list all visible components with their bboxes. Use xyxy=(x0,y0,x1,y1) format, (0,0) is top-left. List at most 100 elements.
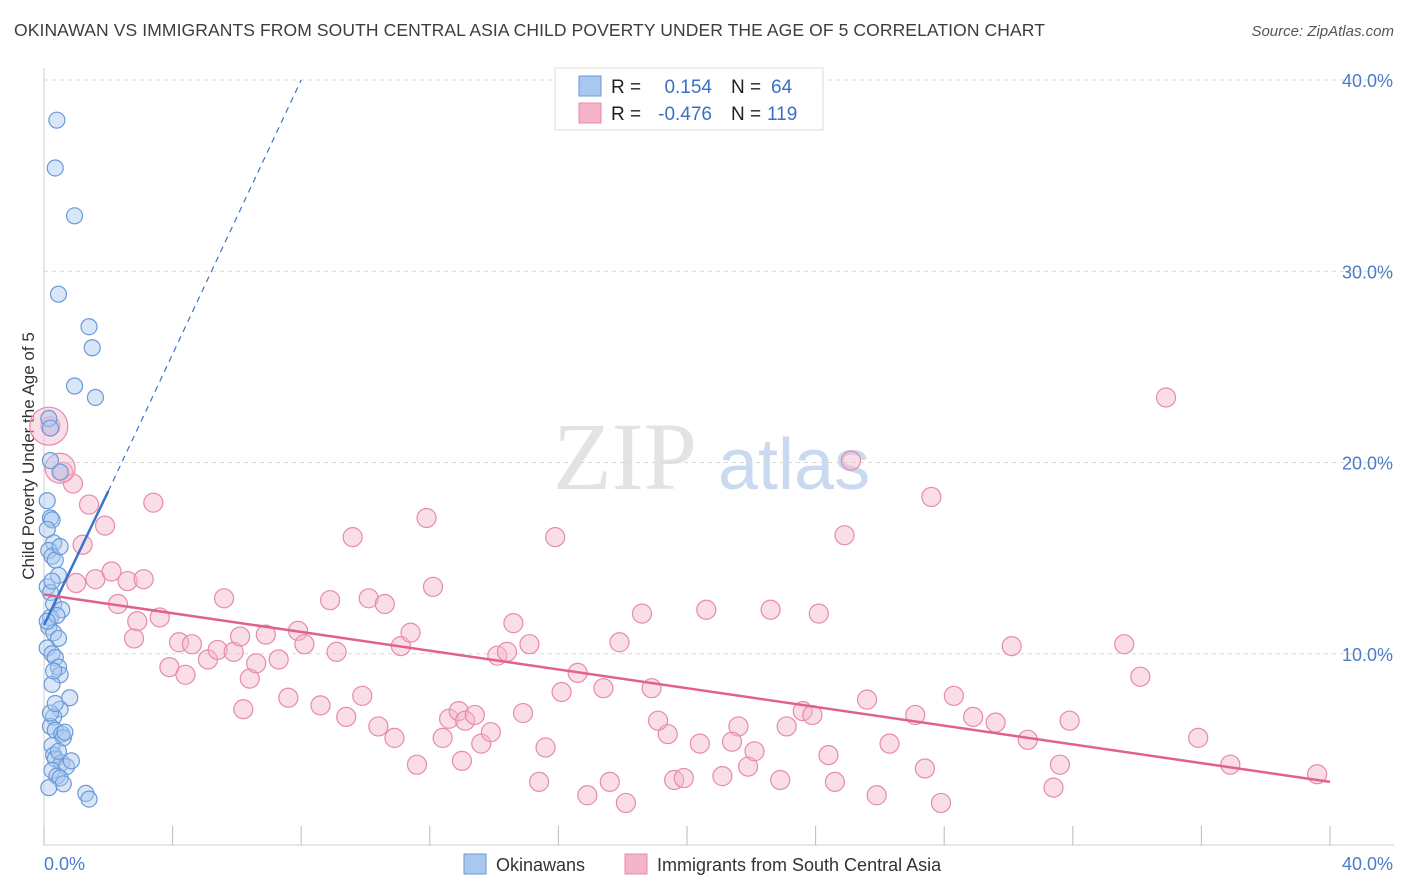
pink-point-69 xyxy=(673,767,694,789)
pink-point-116 xyxy=(721,731,743,752)
pink-point-59 xyxy=(551,681,572,703)
blue-point-63 xyxy=(43,572,61,590)
pink-point-30 xyxy=(310,695,331,716)
source-credit: Source: ZipAtlas.com xyxy=(1251,23,1394,40)
pink-point-77 xyxy=(770,769,791,791)
trendlines xyxy=(42,79,1331,784)
pink-point-19 xyxy=(207,639,228,661)
legend-pink-r-value: -0.476 xyxy=(658,104,712,125)
pink-point-21 xyxy=(223,641,244,662)
legend-blue-n-value: 64 xyxy=(771,77,793,98)
pink-point-89 xyxy=(921,486,942,508)
pink-point-53 xyxy=(503,613,524,634)
pink-point-93 xyxy=(985,712,1006,733)
pink-point-65 xyxy=(631,603,653,624)
blue-point-52 xyxy=(80,790,98,808)
pink-point-54 xyxy=(512,702,534,724)
legend-immigrants-swatch xyxy=(624,853,648,875)
y-tick-labels: 10.0% 20.0% 30.0% 40.0% xyxy=(1342,71,1393,665)
pink-point-78 xyxy=(776,716,797,737)
pink-point-34 xyxy=(352,685,373,706)
blue-trend-line xyxy=(42,490,110,626)
pink-point-24 xyxy=(246,653,267,674)
pink-point-113 xyxy=(451,750,473,771)
pink-point-110 xyxy=(123,628,145,649)
pink-point-25 xyxy=(255,624,276,645)
y-tick-label-10: 10.0% xyxy=(1342,645,1393,665)
pink-point-37 xyxy=(374,593,395,615)
pink-point-114 xyxy=(599,771,620,792)
blue-point-7 xyxy=(86,388,105,407)
pink-point-100 xyxy=(1130,666,1151,687)
pink-point-85 xyxy=(856,689,878,710)
pink-point-58 xyxy=(545,526,566,548)
pink-point-64 xyxy=(615,792,637,814)
pink-point-70 xyxy=(689,733,710,754)
pink-point-44 xyxy=(432,727,453,749)
pink-point-47 xyxy=(455,710,476,731)
legend-pink-r-label: R = xyxy=(611,104,641,125)
pink-point-61 xyxy=(577,785,598,806)
watermark-zip: ZIP xyxy=(553,403,697,510)
pink-trend-line xyxy=(43,593,1331,784)
pink-point-52 xyxy=(496,641,518,662)
pink-point-97 xyxy=(1049,754,1071,775)
blue-point-57 xyxy=(41,704,60,722)
watermark-atlas: atlas xyxy=(718,425,870,505)
legend-blue-r-value: 0.154 xyxy=(664,77,712,98)
blue-point-33 xyxy=(61,689,79,707)
pink-point-118 xyxy=(914,758,936,779)
blue-point-62 xyxy=(46,694,64,713)
legend-immigrants-label: Immigrants from South Central Asia xyxy=(657,855,942,875)
pink-point-115 xyxy=(647,710,669,731)
legend-blue-swatch xyxy=(578,75,602,97)
blue-point-54 xyxy=(38,520,56,539)
pink-point-99 xyxy=(1114,634,1135,655)
legend-okinawans-swatch xyxy=(463,853,487,875)
blue-point-11 xyxy=(38,492,56,510)
correlation-legend: R = 0.154 N = 64 R = -0.476 N = 119 xyxy=(554,67,824,131)
y-tick-label-40: 40.0% xyxy=(1342,71,1393,91)
pink-point-50 xyxy=(480,722,501,743)
pink-point-38 xyxy=(384,727,405,749)
pink-point-55 xyxy=(519,634,540,655)
pink-point-35 xyxy=(358,588,379,609)
pink-point-92 xyxy=(963,706,984,727)
pink-point-75 xyxy=(744,741,765,762)
blue-point-6 xyxy=(65,377,84,395)
pink-point-20 xyxy=(213,588,235,609)
blue-series-points xyxy=(38,111,105,808)
pink-point-101 xyxy=(1155,387,1177,408)
pink-point-31 xyxy=(320,590,341,611)
blue-point-29 xyxy=(46,648,64,667)
legend-pink-swatch xyxy=(578,102,602,124)
pink-point-91 xyxy=(943,685,964,706)
blue-point-56 xyxy=(45,662,63,680)
pink-point-94 xyxy=(1001,635,1022,657)
blue-point-1 xyxy=(46,159,64,177)
legend-okinawans-label: Okinawans xyxy=(496,855,585,875)
pink-point-109 xyxy=(66,572,87,594)
blue-point-58 xyxy=(49,742,68,760)
pink-point-43 xyxy=(422,576,444,597)
blue-point-9 xyxy=(41,419,60,437)
pink-point-103 xyxy=(1220,754,1241,775)
pink-point-82 xyxy=(824,771,845,792)
pink-point-17 xyxy=(181,634,202,655)
pink-point-15 xyxy=(168,632,190,653)
pink-point-111 xyxy=(233,699,254,720)
watermark: ZIP atlas xyxy=(553,403,870,510)
pink-point-11 xyxy=(143,492,164,513)
x-tick-label-max: 40.0% xyxy=(1342,854,1393,874)
pink-point-96 xyxy=(1043,777,1064,798)
pink-point-76 xyxy=(760,599,781,620)
legend-pink-n-label: N = xyxy=(731,104,761,125)
pink-point-33 xyxy=(342,526,363,548)
blue-point-10 xyxy=(51,463,69,481)
y-tick-label-30: 30.0% xyxy=(1342,262,1393,282)
blue-point-0 xyxy=(48,111,66,129)
chart-title: OKINAWAN VS IMMIGRANTS FROM SOUTH CENTRA… xyxy=(14,20,1046,40)
pink-point-7 xyxy=(101,561,122,582)
blue-point-2 xyxy=(65,207,84,225)
